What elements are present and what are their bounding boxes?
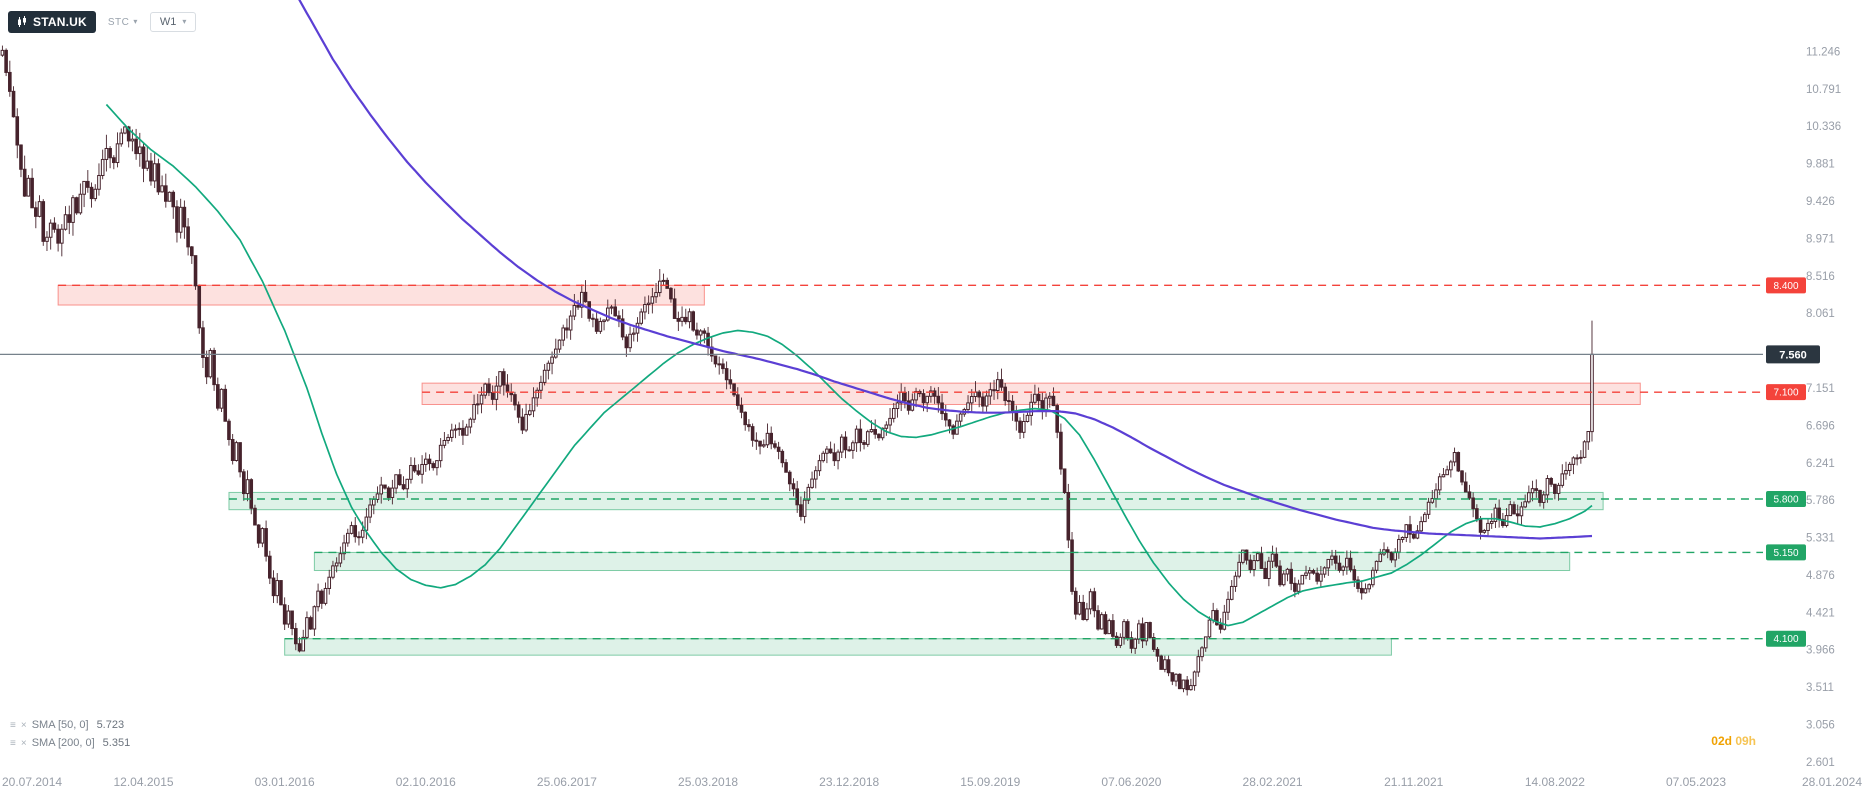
- symbol-label: STAN.UK: [33, 15, 87, 29]
- symbol-selector[interactable]: STAN.UK: [8, 11, 96, 33]
- chart-toolbar: STAN.UK STC ▾ W1 ▾: [8, 11, 197, 33]
- price-axis-label: 5.786: [1806, 495, 1835, 507]
- price-axis-label: 10.791: [1806, 84, 1841, 96]
- time-axis[interactable]: 20.07.2014 12.04.2015 03.01.2016 02.10.2016…: [2, 775, 1862, 789]
- time-axis-label: 25.06.2017: [537, 775, 597, 789]
- svg-text:7.560: 7.560: [1779, 349, 1807, 361]
- time-axis-label: 12.04.2015: [114, 775, 174, 789]
- indicator-value: 5.723: [96, 719, 125, 731]
- resistance-price-badge-7.100: 7.100: [1766, 384, 1806, 401]
- support-price-badge-5.150: 5.150: [1766, 544, 1806, 561]
- price-axis-label: 3.966: [1806, 645, 1835, 657]
- sma-line-200: [298, 0, 1593, 540]
- price-axis-label: 11.246: [1806, 46, 1840, 58]
- support-zone-4.100: [284, 638, 1392, 656]
- price-axis-label: 6.241: [1806, 458, 1835, 470]
- time-axis-label: 25.03.2018: [678, 775, 738, 789]
- candle-wicks-layer: [1, 45, 1593, 696]
- support-zone-5.150: [313, 551, 1571, 572]
- indicator-remove-icon[interactable]: ×: [20, 737, 27, 749]
- price-axis-label: 2.601: [1806, 757, 1835, 769]
- sma-line-50: [105, 103, 1593, 627]
- svg-text:4.100: 4.100: [1773, 634, 1798, 645]
- price-axis-label: 8.971: [1806, 233, 1835, 245]
- support-price-badge-4.100: 4.100: [1766, 630, 1806, 647]
- svg-text:5.800: 5.800: [1773, 495, 1798, 506]
- countdown-hours: 09h: [1735, 734, 1756, 748]
- price-axis-label: 7.151: [1806, 383, 1835, 395]
- time-axis-label: 03.01.2016: [255, 775, 315, 789]
- svg-text:7.100: 7.100: [1773, 388, 1798, 399]
- candles-icon: [18, 16, 26, 27]
- time-axis-label: 02.10.2016: [396, 775, 456, 789]
- indicator-name: SMA [50, 0]: [31, 719, 89, 731]
- price-axis-label: 3.511: [1806, 682, 1834, 694]
- svg-text:8.400: 8.400: [1773, 281, 1798, 292]
- time-axis-label: 28.01.2024: [1802, 775, 1862, 789]
- price-axis-label: 10.336: [1806, 121, 1841, 133]
- chevron-down-icon: ▾: [133, 17, 138, 26]
- indicator-value: 5.351: [102, 737, 131, 749]
- indicator-menu-icon[interactable]: ≡: [10, 737, 16, 749]
- sma50-legend-row: ≡ × SMA [50, 0] 5.723: [10, 716, 130, 734]
- time-axis-label: 15.09.2019: [960, 775, 1020, 789]
- price-axis-label: 3.056: [1806, 720, 1835, 732]
- support-zone-5.800: [228, 491, 1604, 511]
- candle-bodies-layer: [0, 49, 1594, 691]
- countdown-days: 02d: [1711, 734, 1732, 748]
- time-axis-label: 21.11.2021: [1384, 775, 1443, 789]
- price-axis-label: 4.421: [1806, 607, 1835, 619]
- time-axis-label: 14.08.2022: [1525, 775, 1585, 789]
- current-price-badge: 7.560: [1766, 345, 1820, 364]
- price-axis-label: 6.696: [1806, 420, 1835, 432]
- indicator-name: SMA [200, 0]: [31, 737, 95, 749]
- sma200-legend-row: ≡ × SMA [200, 0] 5.351: [10, 734, 130, 752]
- price-axis-label: 9.426: [1806, 196, 1835, 208]
- chevron-down-icon: ▾: [182, 17, 187, 26]
- time-axis-label: 23.12.2018: [819, 775, 879, 789]
- price-axis-label: 5.331: [1806, 533, 1835, 545]
- time-axis-label: 07.05.2023: [1666, 775, 1726, 789]
- timeframe-selector[interactable]: W1 ▾: [149, 12, 197, 32]
- price-axis-label: 8.061: [1806, 308, 1835, 320]
- candle-countdown: 02d 09h: [1694, 734, 1756, 748]
- support-price-badge-5.800: 5.800: [1766, 491, 1806, 508]
- svg-text:5.150: 5.150: [1773, 548, 1798, 559]
- time-axis-label: 20.07.2014: [2, 775, 62, 789]
- indicator-remove-icon[interactable]: ×: [20, 719, 27, 731]
- time-axis-label: 07.06.2020: [1101, 775, 1161, 789]
- resistance-price-badge-8.400: 8.400: [1766, 277, 1806, 294]
- price-axis-label: 8.516: [1806, 271, 1835, 283]
- price-axis-label: 4.876: [1806, 570, 1835, 582]
- market-selector[interactable]: STC ▾: [108, 17, 138, 28]
- indicator-menu-icon[interactable]: ≡: [10, 719, 16, 731]
- time-axis-label: 28.02.2021: [1243, 775, 1303, 789]
- price-axis[interactable]: 11.246 10.791 10.336 9.881 9.426 8.971 8.516 8.…: [1806, 46, 1841, 769]
- indicator-legend: ≡ × SMA [50, 0] 5.723 ≡ × SMA [200, 0] 5…: [10, 716, 130, 752]
- price-axis-label: 9.881: [1806, 159, 1835, 171]
- timeframe-label: W1: [159, 16, 177, 28]
- market-label: STC: [107, 16, 130, 28]
